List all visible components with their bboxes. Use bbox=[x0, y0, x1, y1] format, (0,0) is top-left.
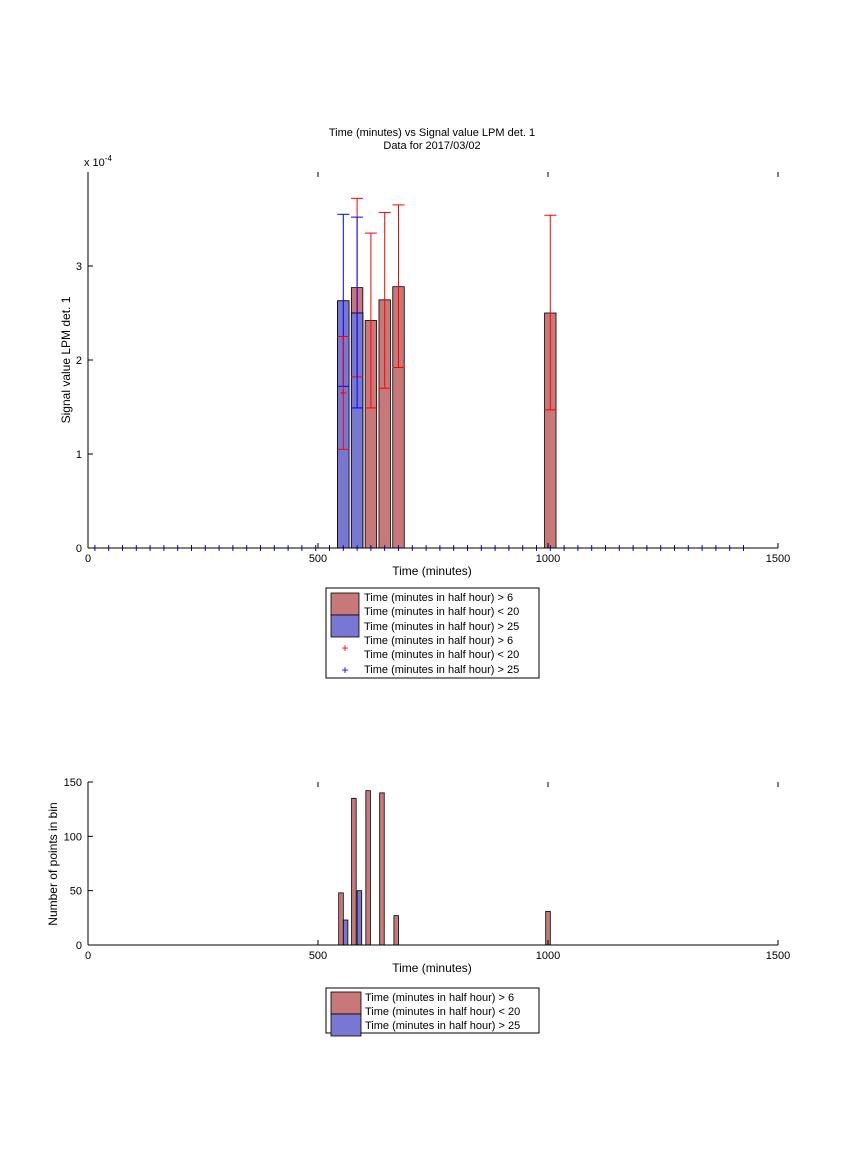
top-x-tick-label: 1000 bbox=[536, 553, 560, 565]
bottom-bar-red bbox=[379, 792, 385, 946]
legend-blue-plus-marker: + bbox=[341, 663, 348, 677]
bottom-legend-blue-swatch bbox=[330, 1013, 362, 1037]
chart-title-line2: Data for 2017/03/02 bbox=[383, 140, 480, 152]
bottom-y-axis-label: Number of points in bin bbox=[46, 802, 60, 925]
bottom-legend-entry-blue: Time (minutes in half hour) > 25 bbox=[365, 1020, 520, 1032]
legend-entry-red-marker-line2: Time (minutes in half hour) < 20 bbox=[364, 649, 519, 661]
legend-red-bar-swatch bbox=[330, 592, 360, 616]
legend-blue-bar-swatch bbox=[330, 614, 360, 638]
bottom-y-tick-label: 100 bbox=[64, 831, 82, 843]
top-y-tick-label: 0 bbox=[76, 543, 82, 555]
legend-entry-blue-marker: Time (minutes in half hour) > 25 bbox=[364, 664, 519, 676]
top-y-tick-label: 1 bbox=[76, 449, 82, 461]
bottom-legend-box bbox=[325, 987, 540, 1034]
top-plot-frame bbox=[88, 172, 778, 548]
top-exponent-label: x 10-4 bbox=[84, 154, 112, 169]
bottom-y-tick-label: 0 bbox=[76, 940, 82, 952]
top-y-axis-label: Signal value LPM det. 1 bbox=[59, 296, 73, 423]
bottom-bar-red bbox=[351, 797, 357, 946]
bottom-bar-red bbox=[365, 790, 371, 946]
legend-red-plus-marker: + bbox=[341, 641, 348, 655]
bottom-x-tick-label: 1500 bbox=[766, 950, 790, 962]
bottom-bar-blue bbox=[356, 890, 363, 946]
bottom-y-tick-label: 50 bbox=[70, 886, 82, 898]
top-y-tick-label: 3 bbox=[76, 261, 82, 273]
bottom-chart-marks bbox=[338, 790, 551, 946]
bottom-bar-red bbox=[338, 892, 344, 946]
top-x-tick-label: 1500 bbox=[766, 553, 790, 565]
legend-entry-red-marker-line1: Time (minutes in half hour) > 6 bbox=[364, 635, 513, 647]
bottom-x-tick-label: 500 bbox=[309, 950, 327, 962]
legend-entry-red-bar-line2: Time (minutes in half hour) < 20 bbox=[364, 606, 519, 618]
top-chart-marks bbox=[91, 197, 747, 551]
bottom-legend-red-swatch bbox=[330, 991, 362, 1015]
chart-title-line1: Time (minutes) vs Signal value LPM det. … bbox=[329, 127, 535, 139]
bottom-chart: 0 500 1000 1500 0 50 100 150 Time (minutes) Num… bbox=[46, 777, 790, 975]
bottom-bar-blue bbox=[342, 919, 349, 946]
top-y-tick-label: 2 bbox=[76, 355, 82, 367]
bottom-legend-entry-red-line2: Time (minutes in half hour) < 20 bbox=[365, 1006, 520, 1018]
bottom-x-tick-label: 0 bbox=[85, 950, 91, 962]
bottom-bar-red bbox=[393, 915, 399, 946]
top-chart-ticks: 0 500 1000 1500 0 1 2 3 bbox=[76, 172, 790, 565]
top-chart: 0 500 1000 1500 0 1 2 3 x 10-4 Time (minutes) S… bbox=[59, 154, 790, 578]
bottom-x-tick-label: 1000 bbox=[536, 950, 560, 962]
bottom-legend: Time (minutes in half hour) > 6 Time (mi… bbox=[325, 987, 540, 1037]
top-exponent-power: -4 bbox=[105, 154, 113, 163]
bottom-chart-ticks: 0 500 1000 1500 0 50 100 150 bbox=[64, 777, 791, 962]
top-x-tick-label: 0 bbox=[85, 553, 91, 565]
top-x-tick-label: 500 bbox=[309, 553, 327, 565]
bottom-legend-entry-red-line1: Time (minutes in half hour) > 6 bbox=[365, 992, 514, 1004]
bottom-x-axis-label: Time (minutes) bbox=[392, 961, 472, 975]
top-legend-box bbox=[325, 587, 540, 679]
legend-entry-red-bar-line1: Time (minutes in half hour) > 6 bbox=[364, 592, 513, 604]
bottom-y-tick-label: 150 bbox=[64, 777, 82, 789]
top-x-axis-label: Time (minutes) bbox=[392, 564, 472, 578]
top-legend: + + Time (minutes in half hour) > 6 Time… bbox=[325, 587, 540, 679]
legend-entry-blue-bar: Time (minutes in half hour) > 25 bbox=[364, 621, 519, 633]
bottom-bar-red bbox=[545, 910, 551, 946]
